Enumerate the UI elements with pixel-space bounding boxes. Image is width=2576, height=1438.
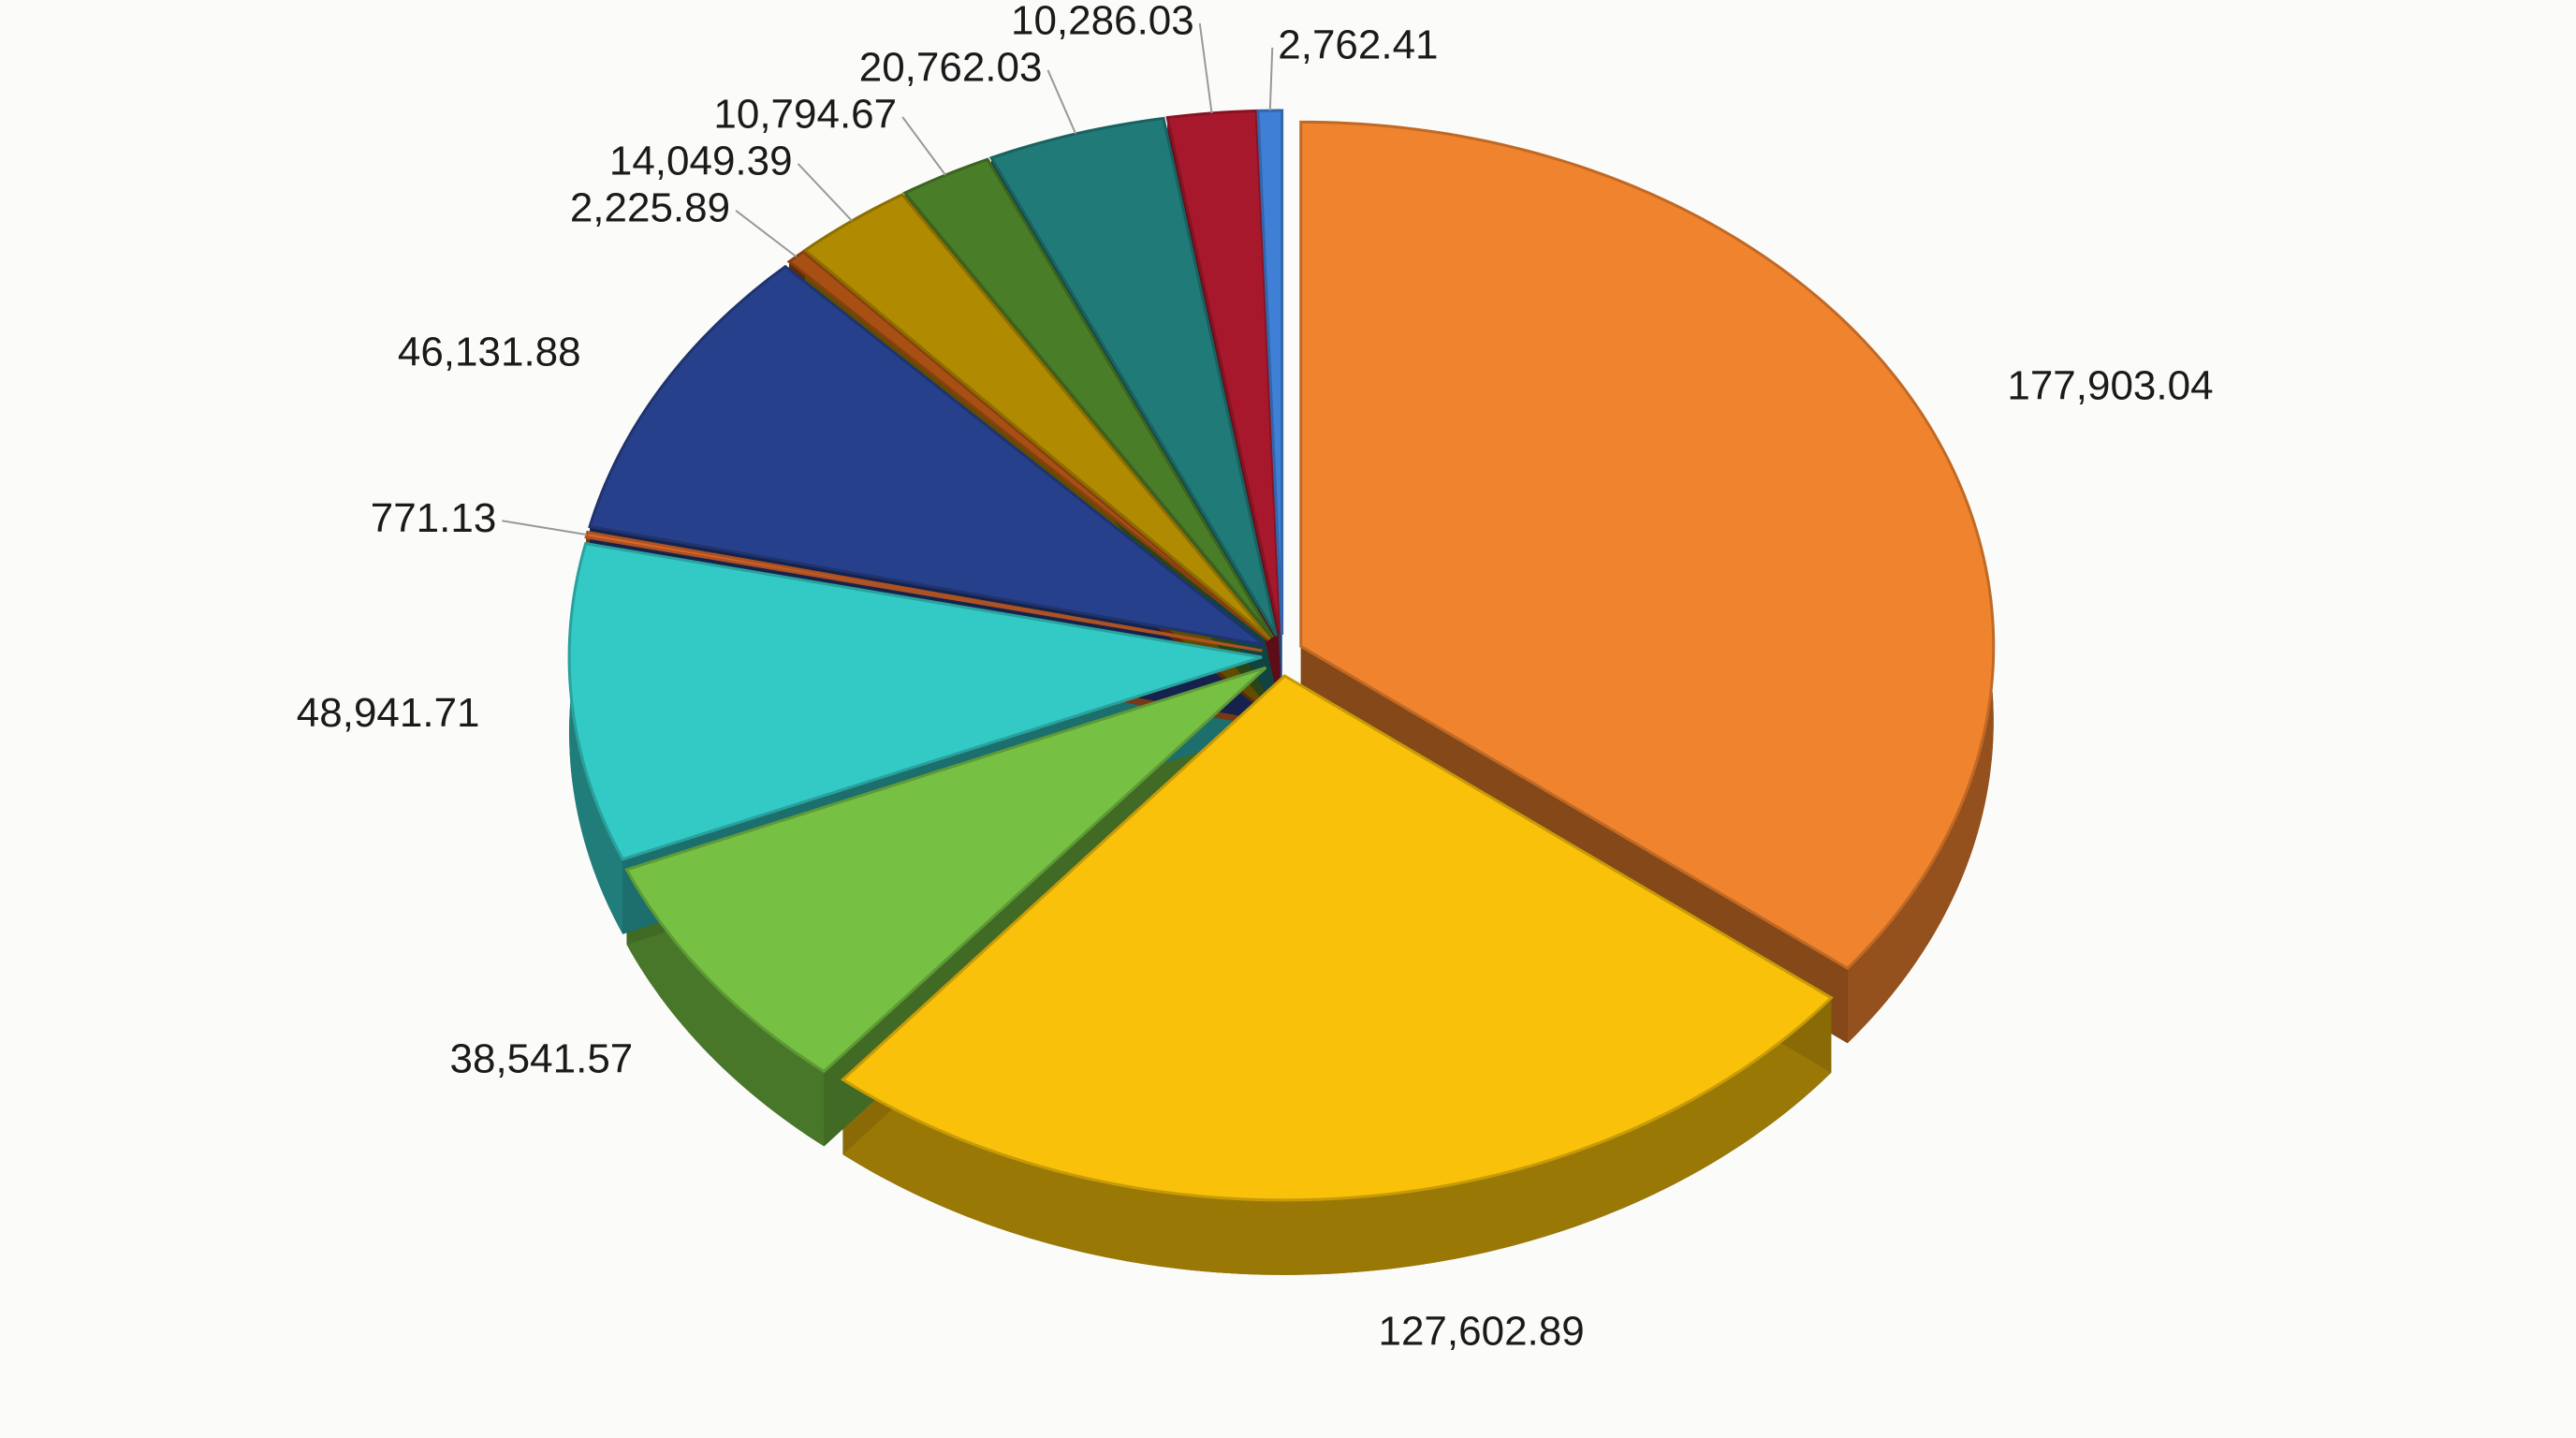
slice bbox=[624, 666, 1267, 1074]
data-label: 14,049.39 bbox=[609, 139, 793, 184]
leader-line bbox=[797, 163, 853, 222]
slice bbox=[902, 157, 1274, 638]
slice bbox=[567, 541, 1263, 861]
slice bbox=[1165, 109, 1282, 636]
leader-line bbox=[502, 520, 588, 536]
slice bbox=[1299, 120, 1996, 971]
slice bbox=[840, 674, 1834, 1202]
data-label: 127,602.89 bbox=[1378, 1309, 1584, 1355]
slice-side bbox=[569, 543, 623, 934]
leader-line bbox=[901, 116, 946, 176]
data-label: 2,762.41 bbox=[1278, 22, 1438, 68]
data-label: 20,762.03 bbox=[859, 45, 1043, 91]
data-label: 771.13 bbox=[371, 495, 497, 541]
data-label: 48,941.71 bbox=[297, 690, 480, 736]
leader-line bbox=[1046, 69, 1077, 135]
data-labels: 177,903.04 127,602.89 38,541.57 48,941.71 77… bbox=[297, 0, 2214, 1355]
slice bbox=[802, 193, 1271, 640]
leader-line bbox=[1198, 22, 1213, 113]
data-label: 10,286.03 bbox=[1011, 0, 1194, 44]
data-label: 2,225.89 bbox=[570, 185, 730, 231]
slice bbox=[988, 116, 1279, 637]
data-label: 177,903.04 bbox=[2007, 362, 2213, 408]
data-label: 46,131.88 bbox=[398, 329, 581, 374]
data-label: 10,794.67 bbox=[713, 92, 897, 138]
slice-side bbox=[626, 869, 825, 1147]
slice-side bbox=[842, 997, 1832, 1275]
leader-line bbox=[1268, 47, 1274, 111]
leader-line bbox=[735, 210, 798, 257]
slice bbox=[588, 264, 1266, 647]
data-label: 38,541.57 bbox=[450, 1036, 634, 1082]
slices bbox=[567, 109, 1996, 1202]
